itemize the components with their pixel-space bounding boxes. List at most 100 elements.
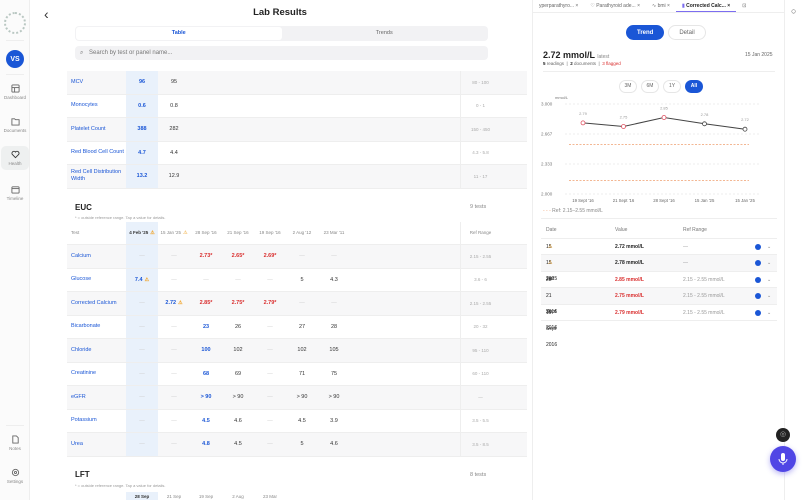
range-1y[interactable]: 1Y — [663, 80, 681, 93]
test-name[interactable]: Monocytes — [71, 102, 98, 109]
range-6m[interactable]: 6M — [641, 80, 659, 93]
value-cell[interactable]: > 90 — [286, 386, 318, 409]
value-cell[interactable]: 0.6 — [126, 94, 158, 117]
value-cell[interactable]: — — [318, 245, 350, 268]
value-cell[interactable]: 95 — [170, 79, 178, 86]
value-cell[interactable]: — — [190, 269, 222, 292]
test-name[interactable]: Chloride — [71, 346, 92, 353]
sidebar-item-notes[interactable]: Notes — [1, 435, 29, 451]
reading-row[interactable]: 28 Sept 2016 2.85 mmol/L 2.15 - 2.55 mmo… — [541, 272, 777, 315]
value-cell[interactable]: 4.5 — [222, 433, 254, 456]
value-cell[interactable]: — — [286, 292, 318, 315]
range-3m[interactable]: 3M — [619, 80, 637, 93]
column-header-date[interactable]: 28 Sep — [126, 492, 158, 500]
column-header-date[interactable]: 21 Sep — [166, 494, 182, 499]
chevron-down-icon[interactable]: ⌄ — [767, 293, 772, 299]
info-icon[interactable] — [755, 309, 761, 316]
value-cell[interactable]: — — [254, 433, 286, 456]
value-cell[interactable]: 3.9 — [318, 410, 350, 433]
info-icon[interactable] — [755, 276, 761, 283]
value-cell[interactable]: 75 — [318, 363, 350, 386]
reading-row[interactable]: 15 Jan 2025⚠ 2.72 mmol/L — ⌄ — [541, 239, 777, 282]
column-header-date[interactable]: 23 Mar '11 — [323, 230, 345, 235]
test-name[interactable]: Red Cell Distribution Width — [71, 169, 122, 183]
column-header-date[interactable]: 23 Mar — [262, 494, 277, 499]
value-cell[interactable]: 2.69* — [254, 245, 286, 268]
value-cell[interactable]: > 90 — [190, 386, 222, 409]
info-icon[interactable] — [755, 260, 761, 266]
close-icon[interactable]: × — [667, 3, 670, 9]
value-cell[interactable]: — — [126, 339, 158, 362]
value-cell[interactable]: 102 — [286, 339, 318, 362]
test-name[interactable]: Potassium — [71, 417, 97, 424]
value-cell[interactable]: 26 — [222, 316, 254, 339]
value-cell[interactable]: 2.73* — [190, 245, 222, 268]
sidebar-item-health[interactable]: Health — [1, 146, 29, 170]
column-header-date[interactable]: 4 Feb '25 ⚠ — [126, 222, 158, 244]
value-cell[interactable]: 4.7 — [126, 141, 158, 164]
value-cell[interactable]: — — [254, 386, 286, 409]
value-cell[interactable]: 96 — [126, 71, 158, 94]
column-header-date[interactable]: 2 Aug — [232, 494, 244, 499]
value-cell[interactable]: — — [158, 316, 190, 339]
chevron-down-icon[interactable]: ⌄ — [767, 309, 772, 316]
value-cell[interactable]: — — [158, 269, 190, 292]
value-cell[interactable]: 12.9 — [168, 173, 180, 180]
value-cell[interactable]: 100 — [190, 339, 222, 362]
value-cell[interactable]: — — [254, 269, 286, 292]
detail-button[interactable]: Detail — [668, 25, 706, 40]
value-cell[interactable]: 28 — [318, 316, 350, 339]
tab-trends[interactable]: Trends — [375, 30, 393, 36]
value-cell[interactable]: 5 — [286, 433, 318, 456]
close-icon[interactable]: × — [575, 3, 579, 9]
value-cell[interactable]: 4.6 — [318, 433, 350, 456]
chevron-down-icon[interactable]: ⌄ — [767, 276, 772, 283]
value-cell[interactable]: — — [126, 433, 158, 456]
value-cell[interactable]: 102 — [222, 339, 254, 362]
test-name[interactable]: Red Blood Cell Count — [71, 149, 124, 156]
value-cell[interactable]: 23 — [190, 316, 222, 339]
reading-row[interactable]: 15 Jan 2025⚠ 2.78 mmol/L — ⌄ — [541, 255, 777, 298]
test-name[interactable]: Creatinine — [71, 370, 97, 377]
value-cell[interactable]: > 90 — [318, 386, 350, 409]
value-cell[interactable]: — — [126, 362, 158, 385]
value-cell[interactable]: > 90 — [222, 386, 254, 409]
value-cell[interactable]: — — [254, 339, 286, 362]
back-button[interactable]: ‹ — [44, 6, 49, 22]
value-cell[interactable]: 4.5 — [286, 410, 318, 433]
tab-parathyroid[interactable]: ♡ Parathyroid ade... × — [584, 0, 646, 12]
microphone-button[interactable] — [770, 446, 796, 472]
tab-bmi[interactable]: ∿ bmi × — [646, 0, 676, 12]
close-icon[interactable]: × — [637, 3, 640, 9]
test-name[interactable]: eGFR — [71, 393, 86, 400]
value-cell[interactable]: — — [158, 363, 190, 386]
value-cell[interactable]: 2.72 ⚠ — [158, 292, 190, 315]
chevron-down-icon[interactable]: ⌄ — [767, 243, 772, 250]
value-cell[interactable]: 2.85* — [190, 292, 222, 315]
chat-icon[interactable]: ○ — [791, 6, 797, 16]
avatar[interactable]: VS — [6, 50, 24, 68]
range-all[interactable]: All — [685, 80, 703, 93]
tab-hyperparathyroidism[interactable]: yperparathyro... × — [533, 0, 584, 12]
test-name[interactable]: Corrected Calcium — [71, 299, 117, 306]
test-name[interactable]: Calcium — [71, 252, 91, 259]
tab-table[interactable]: Table — [76, 27, 282, 40]
search-input[interactable]: ⌕ Search by test or panel name... — [75, 46, 488, 60]
value-cell[interactable]: 2.65* — [222, 245, 254, 268]
value-cell[interactable]: — — [158, 339, 190, 362]
column-header-date[interactable]: 2 Aug '12 — [292, 230, 312, 235]
value-cell[interactable]: 388 — [126, 118, 158, 141]
info-icon[interactable] — [755, 293, 761, 299]
trend-button[interactable]: Trend — [626, 25, 665, 40]
value-cell[interactable]: 27 — [286, 316, 318, 339]
test-name[interactable]: Glucose — [71, 276, 92, 283]
panel-toggle-icon[interactable]: ⊡ — [742, 3, 747, 9]
value-cell[interactable]: — — [254, 410, 286, 433]
test-name[interactable]: Urea — [71, 440, 83, 447]
value-cell[interactable]: — — [254, 316, 286, 339]
column-header-date[interactable]: 28 Sep '16 — [195, 230, 217, 235]
value-cell[interactable]: 13.2 — [126, 165, 158, 188]
column-header-date[interactable]: 19 Sep '16 — [259, 230, 281, 235]
settings-fab-icon[interactable]: ◎ — [776, 428, 790, 442]
value-cell[interactable]: 4.8 — [190, 433, 222, 456]
